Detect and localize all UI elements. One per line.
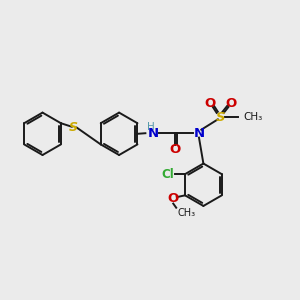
- Text: N: N: [194, 127, 205, 140]
- Text: O: O: [226, 97, 237, 110]
- Text: S: S: [69, 121, 78, 134]
- Text: S: S: [215, 110, 225, 124]
- Text: O: O: [204, 97, 215, 110]
- Text: CH₃: CH₃: [244, 112, 263, 122]
- Text: O: O: [168, 192, 179, 205]
- Text: H: H: [147, 122, 155, 132]
- Text: CH₃: CH₃: [178, 208, 196, 218]
- Text: N: N: [148, 127, 159, 140]
- Text: Cl: Cl: [161, 168, 174, 181]
- Text: O: O: [170, 143, 181, 156]
